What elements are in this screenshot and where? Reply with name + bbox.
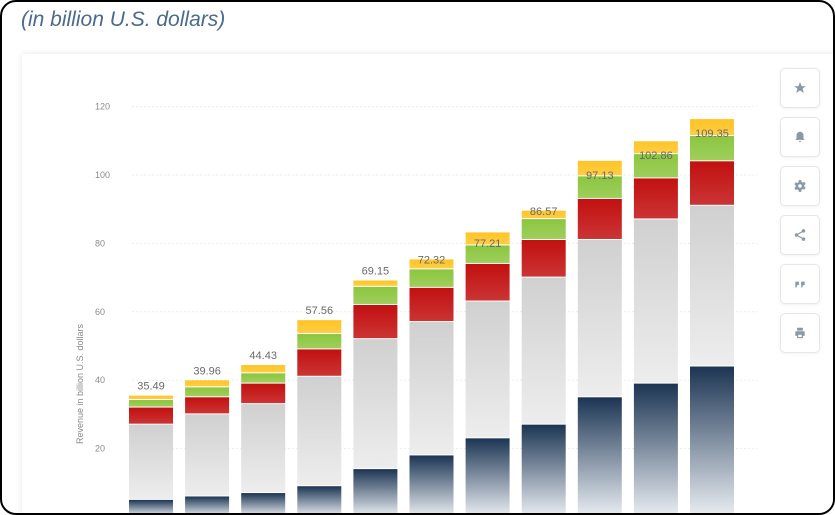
bar-segment[interactable] — [129, 395, 173, 400]
bar-segment[interactable] — [577, 397, 622, 515]
bar-segment[interactable] — [241, 493, 286, 515]
bar-segment[interactable] — [577, 198, 622, 239]
bar-segment[interactable] — [241, 404, 286, 493]
bar-segment[interactable] — [185, 496, 230, 515]
stacked-bar-chart: 02040608010012014035.4939.9644.4357.5669… — [75, 102, 757, 515]
bell-icon — [795, 131, 805, 143]
bar-segment[interactable] — [521, 219, 566, 239]
bar-segment[interactable] — [353, 339, 398, 469]
y-tick-label: 60 — [95, 307, 105, 317]
bar-layer — [129, 119, 734, 515]
bar-segment[interactable] — [353, 469, 398, 515]
bar-segment[interactable] — [633, 141, 678, 154]
bar-segment[interactable] — [409, 455, 454, 515]
bar-segment[interactable] — [185, 414, 230, 496]
label-layer: 02040608010012014035.4939.9644.4357.5669… — [95, 102, 729, 515]
bar-segment[interactable] — [690, 161, 734, 205]
bar-total-label: 102.86 — [639, 150, 673, 162]
bar-segment[interactable] — [577, 160, 622, 176]
bar-segment[interactable] — [241, 383, 286, 404]
favorite-button[interactable] — [780, 68, 820, 108]
bar-total-label: 97.13 — [586, 170, 614, 182]
y-tick-label: 80 — [95, 238, 105, 248]
bar-total-label: 77.21 — [474, 238, 502, 250]
bar-segment[interactable] — [633, 219, 678, 383]
bar-segment[interactable] — [465, 263, 510, 301]
print-button[interactable] — [780, 313, 820, 353]
bar-segment[interactable] — [409, 269, 454, 287]
bar-segment[interactable] — [297, 486, 342, 515]
bar-segment[interactable] — [465, 301, 510, 438]
bar-segment[interactable] — [129, 424, 173, 499]
bar-total-label: 39.96 — [193, 365, 221, 377]
bar-total-label: 86.57 — [530, 206, 558, 218]
bar-segment[interactable] — [297, 320, 342, 334]
chart-panel: 02040608010012014035.4939.9644.4357.5669… — [22, 54, 833, 515]
chart-subtitle: (in billion U.S. dollars) — [21, 8, 226, 31]
bar-segment[interactable] — [185, 380, 230, 387]
bar-segment[interactable] — [465, 438, 510, 515]
bar-total-label: 44.43 — [249, 350, 277, 362]
settings-button[interactable] — [780, 166, 820, 206]
bar-segment[interactable] — [353, 304, 398, 339]
bar-segment[interactable] — [297, 376, 342, 486]
y-tick-label: 120 — [95, 102, 110, 112]
bar-segment[interactable] — [521, 277, 566, 424]
bar-segment[interactable] — [129, 499, 173, 515]
y-tick-label: 0 — [95, 512, 100, 515]
bar-segment[interactable] — [185, 397, 230, 414]
bar-total-label: 35.49 — [137, 381, 165, 393]
quote-icon — [795, 281, 805, 288]
bar-segment[interactable] — [690, 136, 734, 161]
y-axis-label: Revenue in billion U.S. dollars — [75, 323, 85, 444]
notification-button[interactable] — [780, 117, 820, 157]
bar-segment[interactable] — [129, 400, 173, 407]
bar-segment[interactable] — [577, 239, 622, 397]
bar-segment[interactable] — [577, 176, 622, 198]
y-tick-label: 40 — [95, 375, 105, 385]
bar-total-label: 72.32 — [418, 255, 446, 267]
bar-segment[interactable] — [690, 366, 734, 515]
bar-segment[interactable] — [521, 239, 566, 277]
bar-segment[interactable] — [690, 119, 734, 136]
bar-segment[interactable] — [353, 286, 398, 304]
bar-segment[interactable] — [633, 383, 678, 515]
bar-segment[interactable] — [241, 365, 286, 373]
print-icon — [795, 327, 805, 339]
star-icon — [794, 82, 806, 93]
bar-segment[interactable] — [409, 322, 454, 455]
bar-total-label: 57.56 — [306, 305, 334, 317]
bar-segment[interactable] — [185, 387, 230, 397]
bar-segment[interactable] — [241, 373, 286, 383]
y-tick-label: 20 — [95, 444, 105, 454]
bar-segment[interactable] — [633, 178, 678, 219]
chart-toolbar — [780, 68, 820, 362]
bar-segment[interactable] — [690, 205, 734, 366]
bar-segment[interactable] — [409, 259, 454, 269]
bar-segment[interactable] — [409, 287, 454, 322]
bar-segment[interactable] — [465, 232, 510, 245]
cite-button[interactable] — [780, 264, 820, 304]
bar-segment[interactable] — [297, 349, 342, 376]
bar-segment[interactable] — [297, 334, 342, 349]
bar-segment[interactable] — [465, 245, 510, 263]
gear-icon — [794, 180, 806, 192]
share-button[interactable] — [780, 215, 820, 255]
bar-segment[interactable] — [129, 407, 173, 424]
bar-segment[interactable] — [521, 424, 566, 515]
y-tick-label: 100 — [95, 170, 110, 180]
bar-total-label: 69.15 — [362, 266, 390, 278]
bar-segment[interactable] — [521, 210, 566, 219]
bar-segment[interactable] — [353, 280, 398, 286]
share-icon — [794, 229, 806, 241]
bar-segment[interactable] — [633, 154, 678, 178]
bar-total-label: 109.35 — [695, 128, 729, 140]
